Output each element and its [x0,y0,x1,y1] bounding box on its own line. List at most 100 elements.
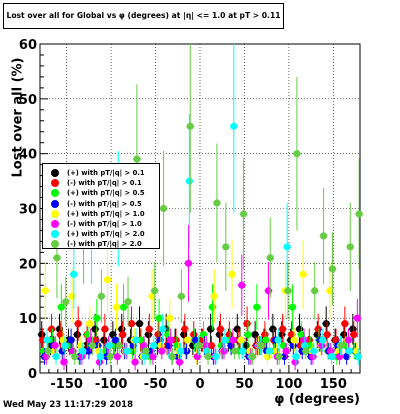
data-point [60,358,68,366]
data-point [207,325,215,333]
x-tick-label: -150 [50,377,83,392]
data-point [156,336,164,344]
data-point [284,287,292,295]
data-point [208,303,217,311]
data-point [168,352,177,361]
data-point [123,347,131,355]
data-point [354,352,362,361]
data-point [292,352,300,361]
data-point [158,347,166,355]
data-point [293,150,301,158]
data-point [93,314,101,322]
data-point [297,331,305,339]
data-point [220,347,228,355]
data-point [238,281,246,289]
data-point [68,292,76,300]
data-point [343,352,351,361]
legend: (+) with pT/|q| > 0.1 (-) with pT/|q| > 0… [42,163,160,249]
legend-label: (-) with pT/|q| > 0.5 [67,199,142,208]
data-point [141,352,149,361]
data-point [311,287,319,295]
data-point [132,336,140,344]
data-point [353,314,361,322]
data-point [335,352,344,361]
data-point [124,298,132,306]
data-point [44,347,52,355]
data-point [47,325,56,333]
data-point [111,336,120,344]
data-point [155,314,163,322]
data-point [86,320,94,328]
data-point [328,265,337,273]
data-point [253,303,261,311]
legend-marker-icon [51,189,59,198]
x-tick-label: 100 [275,377,302,392]
data-point [131,358,139,366]
data-point [300,336,308,344]
data-point [52,352,60,361]
data-point [127,320,136,328]
data-point [150,341,158,350]
data-point [301,341,309,350]
data-point [71,352,79,361]
data-point [172,336,180,344]
data-point [95,358,104,366]
data-point [97,292,105,300]
data-point [202,341,210,350]
data-point [230,122,238,130]
legend-label: (+) with pT/|q| > 2.0 [67,230,145,239]
data-point [101,325,109,333]
x-tick-label: -100 [95,377,128,392]
data-point [323,331,331,339]
data-point [137,336,145,344]
data-point [181,325,189,333]
y-tick-label: 60 [19,38,37,53]
data-point [166,314,174,322]
data-point [135,320,144,328]
data-point [257,341,265,350]
data-point [113,352,121,361]
data-point [119,303,128,311]
x-tick-label: 50 [235,377,253,392]
data-point [216,325,225,333]
data-point [290,336,298,344]
data-point [74,320,82,328]
data-point [244,331,252,339]
data-point [38,331,46,339]
data-point [145,325,153,333]
data-point [266,254,274,262]
data-point [221,336,229,344]
legend-marker-icon [51,220,59,228]
legend-marker-icon [51,240,59,249]
data-point [62,298,70,306]
data-point [129,341,137,350]
data-point [341,320,349,328]
data-point [115,341,123,350]
x-tick-label: -50 [144,377,168,392]
data-point [243,320,251,328]
data-point [327,352,336,361]
data-point [239,347,247,355]
y-tick-label: 20 [19,257,37,272]
data-point [264,287,273,295]
data-point [159,325,167,333]
data-point [176,347,185,355]
data-point [231,347,239,355]
data-point [94,341,102,350]
y-tick-label: 40 [19,148,37,163]
data-point [279,341,288,350]
data-point [213,199,221,207]
data-point [56,331,65,339]
data-point [67,336,75,344]
data-point [148,292,156,300]
legend-marker-icon [51,169,59,177]
legend-marker-icon [51,199,59,208]
data-point [177,292,185,300]
data-point [103,276,112,284]
data-point [322,320,330,328]
data-point [262,336,270,344]
data-point [112,303,121,311]
data-point [91,325,99,333]
data-point [248,352,257,361]
data-point [327,347,335,355]
